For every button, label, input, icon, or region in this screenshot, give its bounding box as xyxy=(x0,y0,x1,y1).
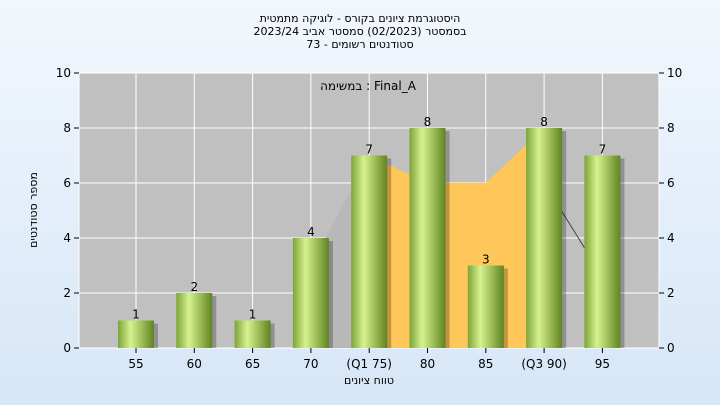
x-tick-label: 60 xyxy=(187,357,202,371)
y-tick-label-right: 10 xyxy=(667,66,682,80)
bar-label-8: 7 xyxy=(599,143,607,157)
legend-text: במשימה : Final_A xyxy=(320,79,417,93)
bar-0 xyxy=(118,320,154,348)
x-tick-label: 95 xyxy=(595,357,610,371)
bar-label-3: 4 xyxy=(307,225,315,239)
bars xyxy=(118,128,625,348)
title-line-1: היסטוגרמת ציונים בקורס - לוגיקה מתמטית xyxy=(260,12,461,25)
y-tick-label-left: 6 xyxy=(63,176,71,190)
x-tick-label: (Q3 90) xyxy=(521,357,567,371)
bar-value-labels: 1 2 1 4 7 8 3 8 7 xyxy=(132,115,606,322)
bar-4 xyxy=(351,155,388,348)
bar-label-7: 8 xyxy=(540,115,548,129)
y-tick-label-left: 10 xyxy=(56,66,71,80)
y-tick-label-left: 2 xyxy=(63,286,71,300)
x-tick-label: 55 xyxy=(128,357,143,371)
y-tick-label-right: 2 xyxy=(667,286,675,300)
y-tick-label-left: 4 xyxy=(63,231,71,245)
y-axis-left: 0 2 4 6 8 10 xyxy=(56,66,79,355)
bar-1 xyxy=(176,293,213,348)
bar-label-2: 1 xyxy=(249,308,257,322)
grid xyxy=(79,72,659,349)
x-tick-label: 80 xyxy=(420,357,435,371)
bar-2 xyxy=(234,320,271,348)
y-tick-label-left: 0 xyxy=(63,341,71,355)
bar-6 xyxy=(467,265,504,348)
y-tick-label-right: 6 xyxy=(667,176,675,190)
bar-5 xyxy=(409,128,446,348)
bar-label-0: 1 xyxy=(132,308,140,322)
bar-label-1: 2 xyxy=(190,280,198,294)
y-tick-label-left: 8 xyxy=(63,121,71,135)
y-axis-right: 0 2 4 6 8 10 xyxy=(659,66,682,355)
bar-label-5: 8 xyxy=(424,115,432,129)
x-tick-label: (Q1 75) xyxy=(346,357,392,371)
x-tick-label: 70 xyxy=(303,357,318,371)
y-axis-label: מספר סטודנטים xyxy=(27,172,40,248)
y-tick-label-right: 0 xyxy=(667,341,675,355)
x-axis-label: טווח ציונים xyxy=(344,374,394,387)
x-axis: 55 60 65 70 (Q1 75) 80 85 (Q3 90) 95 xyxy=(128,348,610,371)
x-tick-label: 85 xyxy=(478,357,493,371)
title-line-3: סטודנטים רשומים - 73 xyxy=(306,38,413,51)
bar-8 xyxy=(584,155,621,348)
bar-7 xyxy=(526,128,563,348)
bar-3 xyxy=(292,238,329,348)
title-line-2: בסמסטר (02/2023) סמסטר אביב 2023/24 xyxy=(253,25,466,38)
bar-label-4: 7 xyxy=(365,143,373,157)
bar-label-6: 3 xyxy=(482,253,490,267)
y-tick-label-right: 8 xyxy=(667,121,675,135)
x-tick-label: 65 xyxy=(245,357,260,371)
chart-title: היסטוגרמת ציונים בקורס - לוגיקה מתמטית ב… xyxy=(253,12,466,51)
y-tick-label-right: 4 xyxy=(667,231,675,245)
